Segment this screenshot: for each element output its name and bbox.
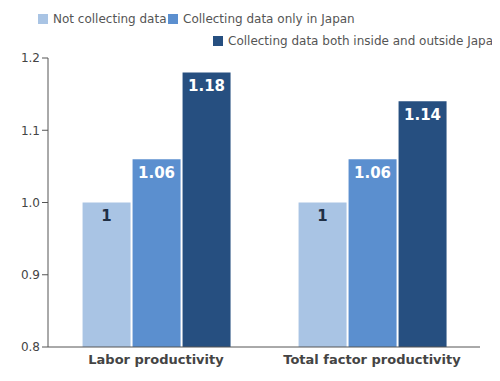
svg-text:1: 1 (317, 207, 327, 225)
svg-text:1.0: 1.0 (21, 196, 40, 210)
html-text:Collecting data both inside an: Collecting data both inside and outside … (228, 34, 500, 48)
svg-text:1.1: 1.1 (21, 124, 40, 138)
svg-text:Labor productivity: Labor productivity (88, 352, 224, 367)
html-text:Not collecting data: Not collecting data (53, 12, 167, 26)
svg-text:0.9: 0.9 (21, 268, 40, 282)
svg-text:1.14: 1.14 (404, 106, 441, 124)
html-text:Collecting data only in Japan: Collecting data only in Japan (183, 12, 355, 26)
svg-text:Total factor productivity: Total factor productivity (283, 352, 461, 367)
svg-text:1.2: 1.2 (21, 51, 40, 65)
svg-text:1.06: 1.06 (138, 164, 175, 182)
svg-text:1.18: 1.18 (188, 77, 225, 95)
svg-text:1: 1 (101, 207, 111, 225)
svg-text:1.06: 1.06 (354, 164, 391, 182)
svg-text:0.8: 0.8 (21, 340, 40, 354)
